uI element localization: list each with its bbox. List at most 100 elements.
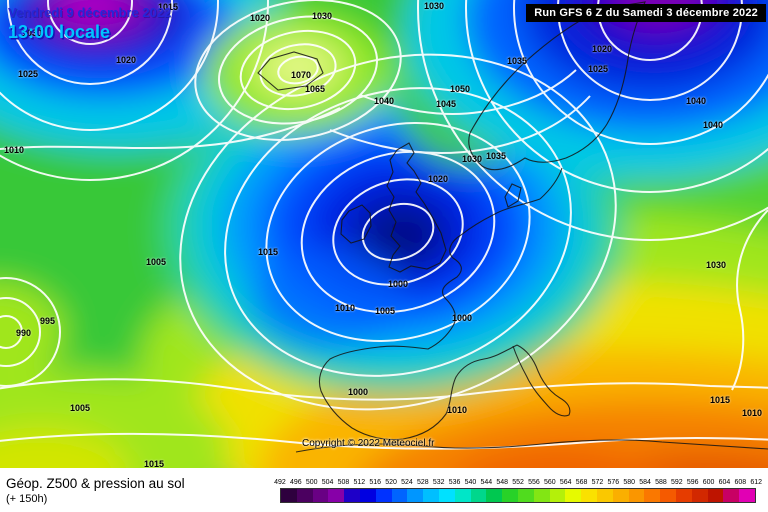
legend-color-cell	[565, 488, 582, 502]
legend-value: 568	[575, 478, 588, 486]
legend-value: 600	[702, 478, 715, 486]
pressure-label: 1005	[70, 403, 91, 413]
pressure-label: 1025	[588, 64, 609, 74]
legend-value: 516	[369, 478, 382, 486]
legend-value: 560	[543, 478, 556, 486]
pressure-label: 1050	[450, 84, 471, 94]
run-info-box: Run GFS 6 Z du Samedi 3 décembre 2022	[526, 4, 766, 22]
legend-value: 580	[623, 478, 636, 486]
legend-value: 584	[639, 478, 651, 486]
legend-color-cell	[312, 488, 329, 502]
legend-value: 588	[655, 478, 667, 486]
legend-color-cell	[675, 488, 692, 502]
legend-color-cell	[612, 488, 629, 502]
pressure-label: 995	[40, 316, 56, 326]
pressure-label: 1020	[116, 55, 137, 65]
color-scale-legend: 492 496 500 504 508 512 516 520 524 528 532 536 540 5…	[272, 478, 764, 503]
pressure-label: 1035	[486, 151, 507, 161]
legend-color-cell	[375, 488, 392, 502]
legend-color-cell	[359, 488, 376, 502]
pressure-label: 1005	[375, 306, 396, 316]
legend-color-cell	[739, 488, 755, 502]
legend-value: 556	[528, 478, 540, 486]
pressure-label: 1015	[158, 2, 179, 12]
pressure-label: 1030	[424, 1, 445, 11]
pressure-label: 1030	[706, 260, 727, 270]
legend-value: 504	[321, 478, 334, 486]
legend-value: 520	[385, 478, 397, 486]
legend-color-cell	[596, 488, 613, 502]
legend-value: 552	[512, 478, 524, 486]
forecast-date: Vendredi 9 décembre 2022	[8, 5, 172, 20]
map-titles: Géop. Z500 & pression au sol (+ 150h)	[6, 476, 268, 505]
pressure-label: 1040	[703, 120, 724, 130]
legend-color-cell	[454, 488, 471, 502]
legend-bar: Géop. Z500 & pression au sol (+ 150h) 49…	[0, 468, 768, 512]
legend-value: 536	[448, 478, 461, 486]
legend-color-strip	[280, 487, 756, 503]
map-forecast-hour: (+ 150h)	[6, 492, 48, 505]
legend-color-cell	[707, 488, 724, 502]
pressure-label: 1000	[348, 387, 369, 397]
pressure-label: 990	[16, 328, 32, 338]
legend-color-cell	[296, 488, 313, 502]
geopotential-color-field	[0, 0, 768, 468]
forecast-time: 13:00 locale	[8, 22, 111, 42]
pressure-label: 1035	[507, 56, 528, 66]
legend-color-cell	[533, 488, 550, 502]
legend-values-row: 492 496 500 504 508 512 516 520 524 528 532 536 540 5…	[272, 478, 764, 487]
legend-color-cell	[628, 488, 645, 502]
pressure-label: 1010	[4, 145, 25, 155]
legend-color-cell	[723, 488, 740, 502]
legend-color-cell	[486, 488, 503, 502]
legend-color-cell	[470, 488, 487, 502]
pressure-label: 1040	[374, 96, 395, 106]
pressure-label: 1000	[452, 313, 473, 323]
pressure-label: 1020	[592, 44, 613, 54]
legend-value: 496	[289, 478, 302, 486]
legend-value: 524	[401, 478, 413, 486]
pressure-label: 1025	[18, 69, 39, 79]
pressure-label: 1015	[710, 395, 731, 405]
pressure-label: 1010	[447, 405, 468, 415]
pressure-label: 1065	[305, 84, 326, 94]
legend-value: 608	[734, 478, 747, 486]
legend-color-cell	[660, 488, 676, 502]
pressure-label: 1030	[312, 11, 333, 21]
legend-color-cell	[344, 488, 360, 502]
legend-value: 592	[670, 478, 683, 486]
legend-color-cell	[407, 488, 424, 502]
pressure-label: 1020	[250, 13, 271, 23]
legend-value: 544	[480, 478, 493, 486]
legend-value: 492	[274, 478, 286, 486]
pressure-label: 1000	[388, 279, 409, 289]
pressure-label: 1030	[22, 28, 43, 38]
legend-value: 604	[718, 478, 731, 486]
legend-value: 508	[337, 478, 350, 486]
legend-color-cell	[423, 488, 439, 502]
legend-value: 528	[416, 478, 429, 486]
legend-color-cell	[691, 488, 708, 502]
legend-color-cell	[517, 488, 534, 502]
isobar-contours	[0, 0, 768, 464]
pressure-label: 1010	[335, 303, 356, 313]
legend-value: 572	[591, 478, 604, 486]
legend-color-cell	[581, 488, 597, 502]
legend-value: 612	[750, 478, 763, 486]
pressure-label: 1045	[436, 99, 457, 109]
legend-color-cell	[644, 488, 661, 502]
legend-color-cell	[328, 488, 345, 502]
map-area: 1015 1020 1030 1030 1030 1020 1025 1070 1065 1040…	[0, 0, 768, 468]
legend-value: 512	[353, 478, 366, 486]
legend-color-cell	[281, 488, 297, 502]
map-graphic	[0, 0, 768, 468]
legend-color-cell	[549, 488, 566, 502]
legend-value: 532	[432, 478, 445, 486]
coastlines	[257, 1, 768, 453]
legend-value: 576	[607, 478, 620, 486]
legend-color-cell	[502, 488, 518, 502]
legend-value: 596	[686, 478, 699, 486]
pressure-label: 1005	[146, 257, 167, 267]
copyright-text: Copyright © 2022 Meteociel.fr	[302, 438, 435, 449]
